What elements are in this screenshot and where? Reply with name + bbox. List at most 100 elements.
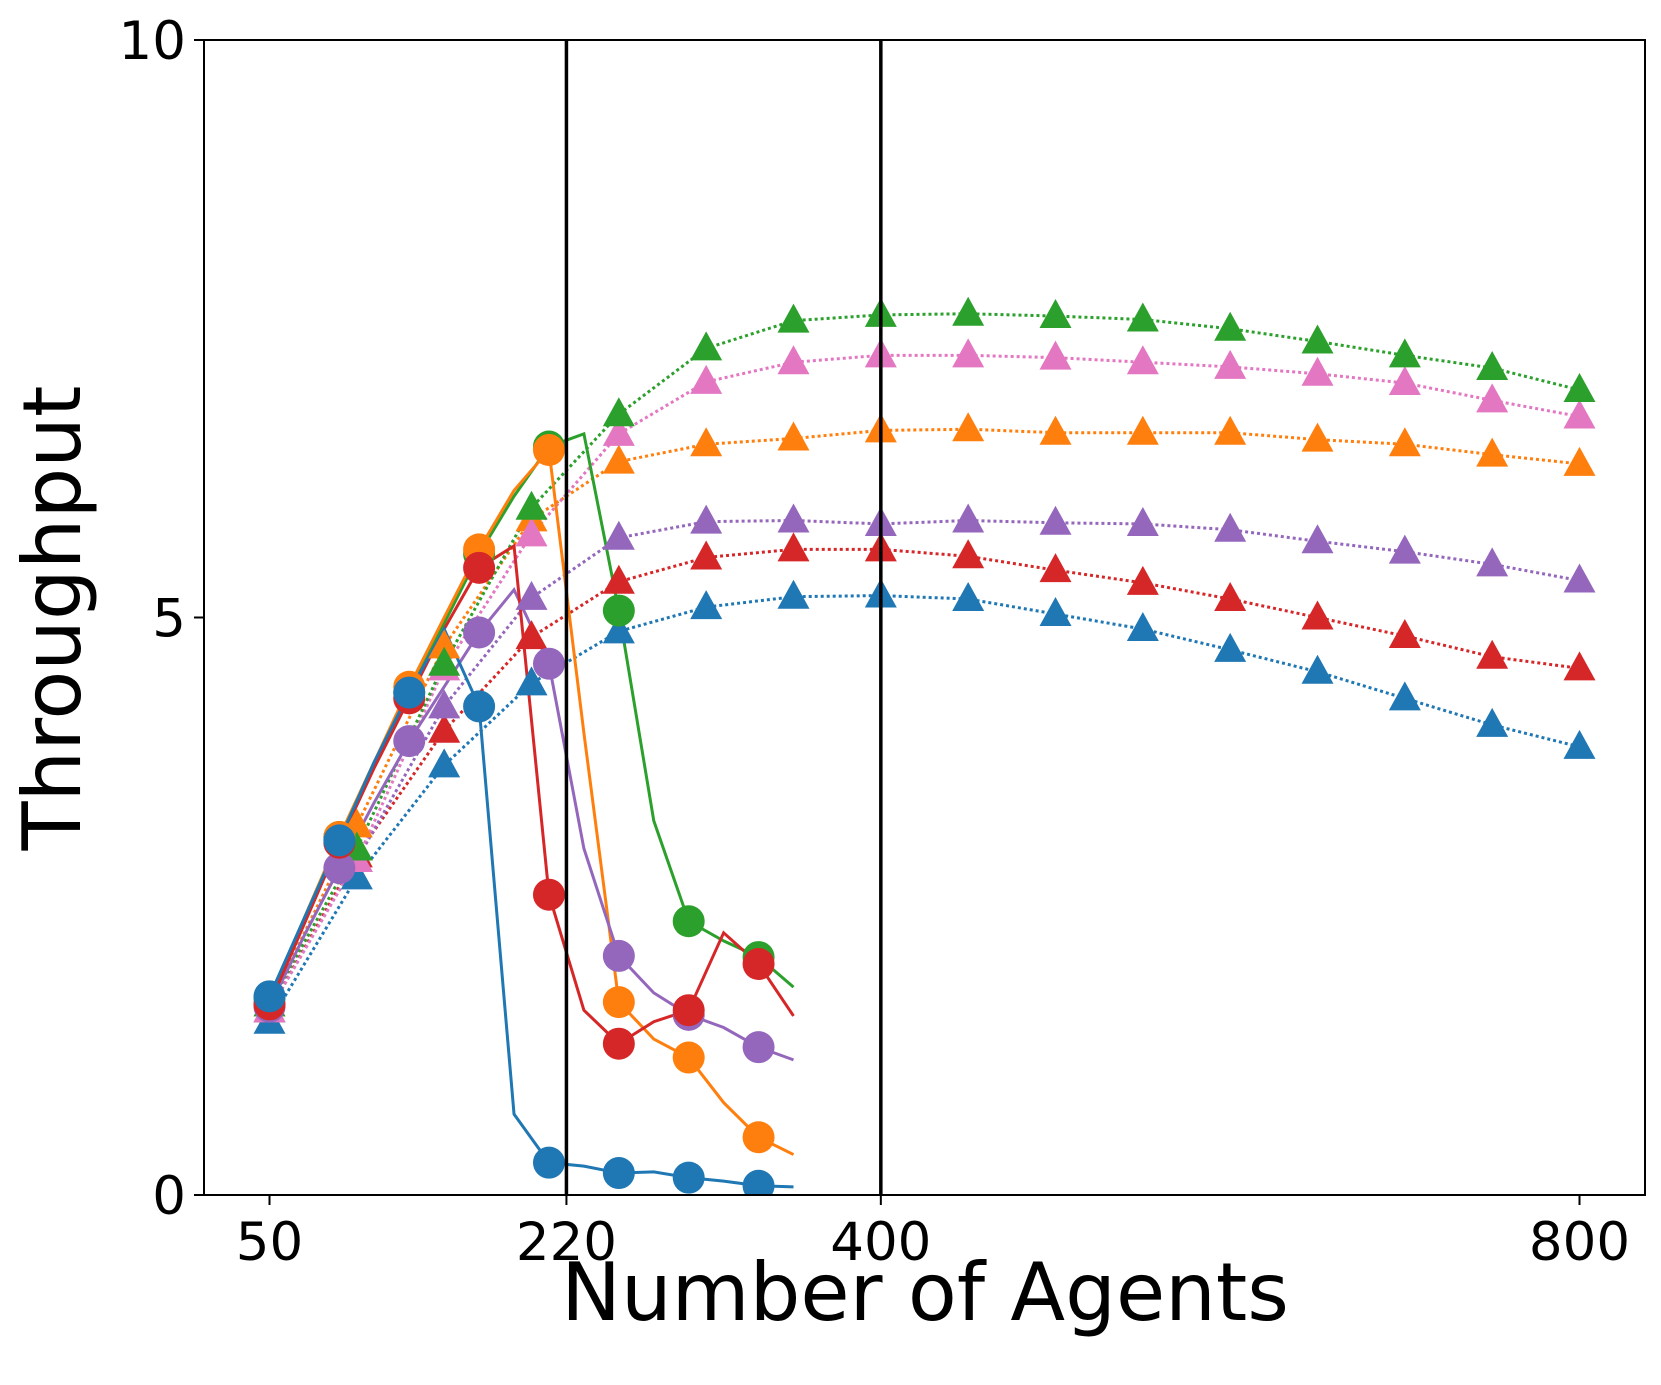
data-point [1039,340,1072,370]
data-point [1126,302,1159,332]
data-point [463,551,496,584]
data-point [1214,582,1247,612]
plot-area [253,296,1596,1195]
data-point [1126,415,1159,445]
data-point [1388,338,1421,368]
data-point [690,540,723,570]
data-point [952,412,985,442]
data-point [672,994,705,1027]
data-point [1388,618,1421,648]
data-point [1214,632,1247,662]
data-point [428,689,461,719]
data-point [393,676,426,709]
data-point [952,582,985,612]
data-point [777,345,810,375]
data-point [1039,597,1072,627]
data-point [690,590,723,620]
data-point [1388,681,1421,711]
data-point [515,666,548,696]
series-line [268,427,1580,1006]
data-point [532,878,565,911]
data-point [532,647,565,680]
data-point [1301,600,1334,630]
data-point [952,338,985,368]
data-point [602,520,635,550]
data-point [1388,366,1421,396]
data-point [463,616,496,649]
data-point [515,580,548,610]
data-point [1126,506,1159,536]
data-point [1039,299,1072,329]
data-point [463,690,496,723]
data-point [690,364,723,394]
x-tick-label: 220 [516,1212,617,1273]
data-point [602,444,635,474]
data-point [1563,372,1596,402]
y-tick-label: 5 [152,589,186,650]
data-point [602,939,635,972]
data-point [602,564,635,594]
data-point [323,852,356,885]
data-point [777,303,810,333]
data-point [1563,729,1596,759]
data-point [1301,654,1334,684]
data-point [672,1161,705,1194]
series-line [268,312,1580,1006]
data-point [1126,345,1159,375]
data-point [1214,349,1247,379]
data-point [1301,524,1334,554]
data-point [777,421,810,451]
data-point [1388,534,1421,564]
data-point [672,905,705,938]
data-point [742,948,775,980]
data-point [690,427,723,457]
data-point [1214,415,1247,445]
series-line [268,518,1580,1011]
data-point [428,713,461,743]
data-point [340,860,373,890]
data-point [602,614,635,644]
data-point [532,1146,565,1179]
data-point [515,517,548,547]
data-point [1476,547,1509,577]
series-line [268,547,1580,1011]
y-axis-label: Throughput [6,386,99,852]
data-point [777,532,810,562]
data-point [515,490,548,520]
data-point [742,1031,775,1064]
data-point [428,629,461,659]
data-point [1039,553,1072,583]
data-point [323,824,356,857]
data-point [602,1027,635,1060]
data-point [1301,422,1334,452]
data-point [672,1041,705,1074]
x-tick-label: 800 [1529,1212,1630,1273]
data-point [1126,612,1159,642]
data-point [602,986,635,1019]
data-point [1214,311,1247,341]
data-point [1039,505,1072,535]
data-point [952,503,985,533]
data-point [602,397,635,427]
data-point [1301,324,1334,354]
data-point [742,1169,775,1195]
data-point [1476,351,1509,381]
data-point [428,646,461,676]
data-point [777,579,810,609]
data-point [532,434,565,467]
data-point [1563,651,1596,681]
data-point [690,331,723,361]
data-point [1126,565,1159,595]
data-point [777,503,810,533]
series-line [268,625,794,1189]
data-point [1476,707,1509,737]
x-tick-label: 400 [830,1212,931,1273]
plot-frame [203,39,1646,1196]
y-tick-label: 10 [119,11,186,72]
data-point [602,1157,635,1190]
data-point [952,539,985,569]
data-point [515,620,548,650]
series-line [268,543,795,1046]
